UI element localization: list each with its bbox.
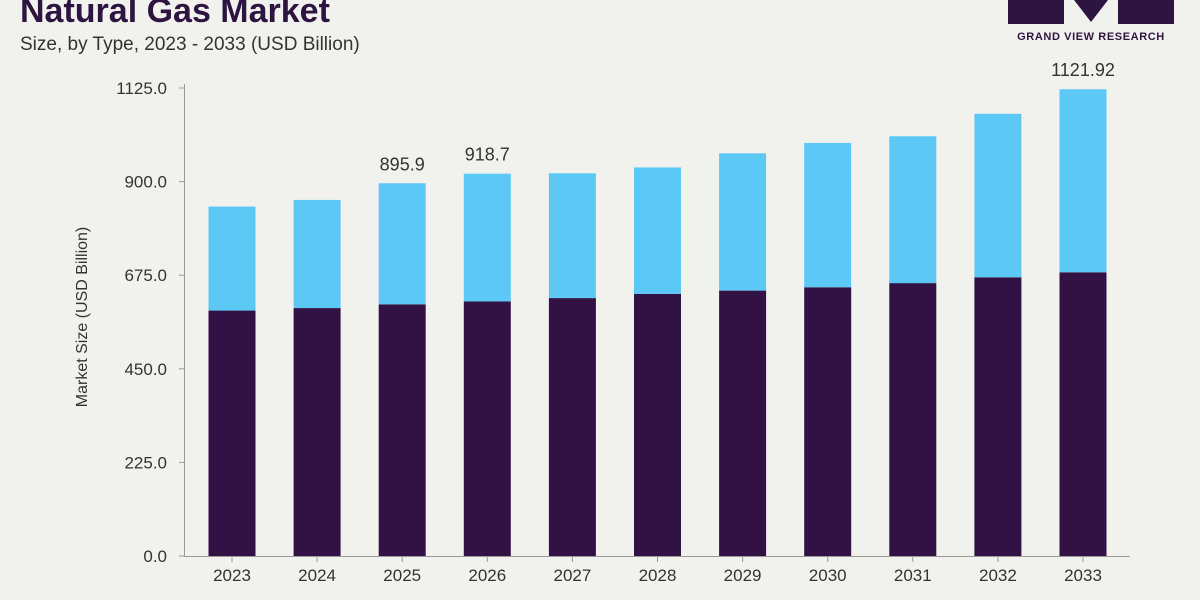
data-label-2025: 895.9 <box>380 154 425 174</box>
bar-2026-segment-1 <box>463 301 511 556</box>
data-label-2026: 918.7 <box>465 145 510 165</box>
x-tick-label: 2025 <box>383 566 421 585</box>
bar-2024-segment-2 <box>293 199 341 309</box>
bar-2033-segment-1 <box>1059 272 1107 556</box>
x-tick-label: 2028 <box>639 566 677 585</box>
y-tick-label: 900.0 <box>124 173 167 192</box>
y-axis-label: Market Size (USD Billion) <box>74 227 91 407</box>
x-tick-label: 2032 <box>979 566 1017 585</box>
y-tick-label: 1125.0 <box>116 79 167 98</box>
bar-2030-segment-1 <box>804 287 852 556</box>
bars-group <box>208 89 1107 556</box>
logo-block-left <box>1008 0 1064 24</box>
labels-group: 895.9 918.7 1121.92 <box>380 60 1115 174</box>
bar-2031-segment-1 <box>889 283 937 556</box>
chart-subtitle: Size, by Type, 2023 - 2033 (USD Billion) <box>20 34 360 55</box>
bar-2030-segment-2 <box>804 142 852 288</box>
bar-2031-segment-2 <box>889 136 937 284</box>
bar-2023-segment-2 <box>208 206 256 311</box>
bar-2025-segment-1 <box>378 304 426 556</box>
bar-2026-segment-2 <box>463 173 511 302</box>
x-tick-label: 2033 <box>1064 566 1102 585</box>
y-tick-label: 450.0 <box>124 360 167 379</box>
bar-2032-segment-1 <box>974 277 1022 556</box>
bar-2027-segment-1 <box>548 298 596 556</box>
y-tick-label: 0.0 <box>143 547 167 566</box>
bar-2028-segment-2 <box>634 167 681 294</box>
chart-title: Natural Gas Market <box>20 0 330 30</box>
x-tick-label: 2030 <box>809 566 847 585</box>
bar-2025-segment-2 <box>378 183 426 305</box>
bar-2023-segment-1 <box>208 310 256 556</box>
y-tick-label: 675.0 <box>124 266 167 285</box>
logo-text: GRAND VIEW RESEARCH <box>1017 31 1165 43</box>
bar-2032-segment-2 <box>974 113 1022 278</box>
grand-view-research-logo <box>1008 0 1174 24</box>
x-tick-label: 2027 <box>553 566 591 585</box>
x-tick-label: 2029 <box>724 566 762 585</box>
axes-group: 0.0 225.0 450.0 675.0 900.0 1125.0 2023 2024 202… <box>74 79 1130 585</box>
x-tick-label: 2026 <box>468 566 506 585</box>
bar-2029-segment-1 <box>719 290 767 556</box>
data-label-2033: 1121.92 <box>1051 60 1115 80</box>
bar-2033-segment-2 <box>1059 89 1107 273</box>
bar-2027-segment-2 <box>548 173 596 299</box>
x-tick-label: 2023 <box>213 566 251 585</box>
logo-block-right <box>1118 0 1174 24</box>
bar-2028-segment-1 <box>634 293 681 556</box>
logo-block-middle <box>1074 0 1108 22</box>
bar-2029-segment-2 <box>719 153 767 291</box>
x-tick-label: 2024 <box>298 566 336 585</box>
x-tick-label: 2031 <box>894 566 932 585</box>
bar-2024-segment-1 <box>293 308 341 556</box>
y-tick-label: 225.0 <box>124 453 167 472</box>
